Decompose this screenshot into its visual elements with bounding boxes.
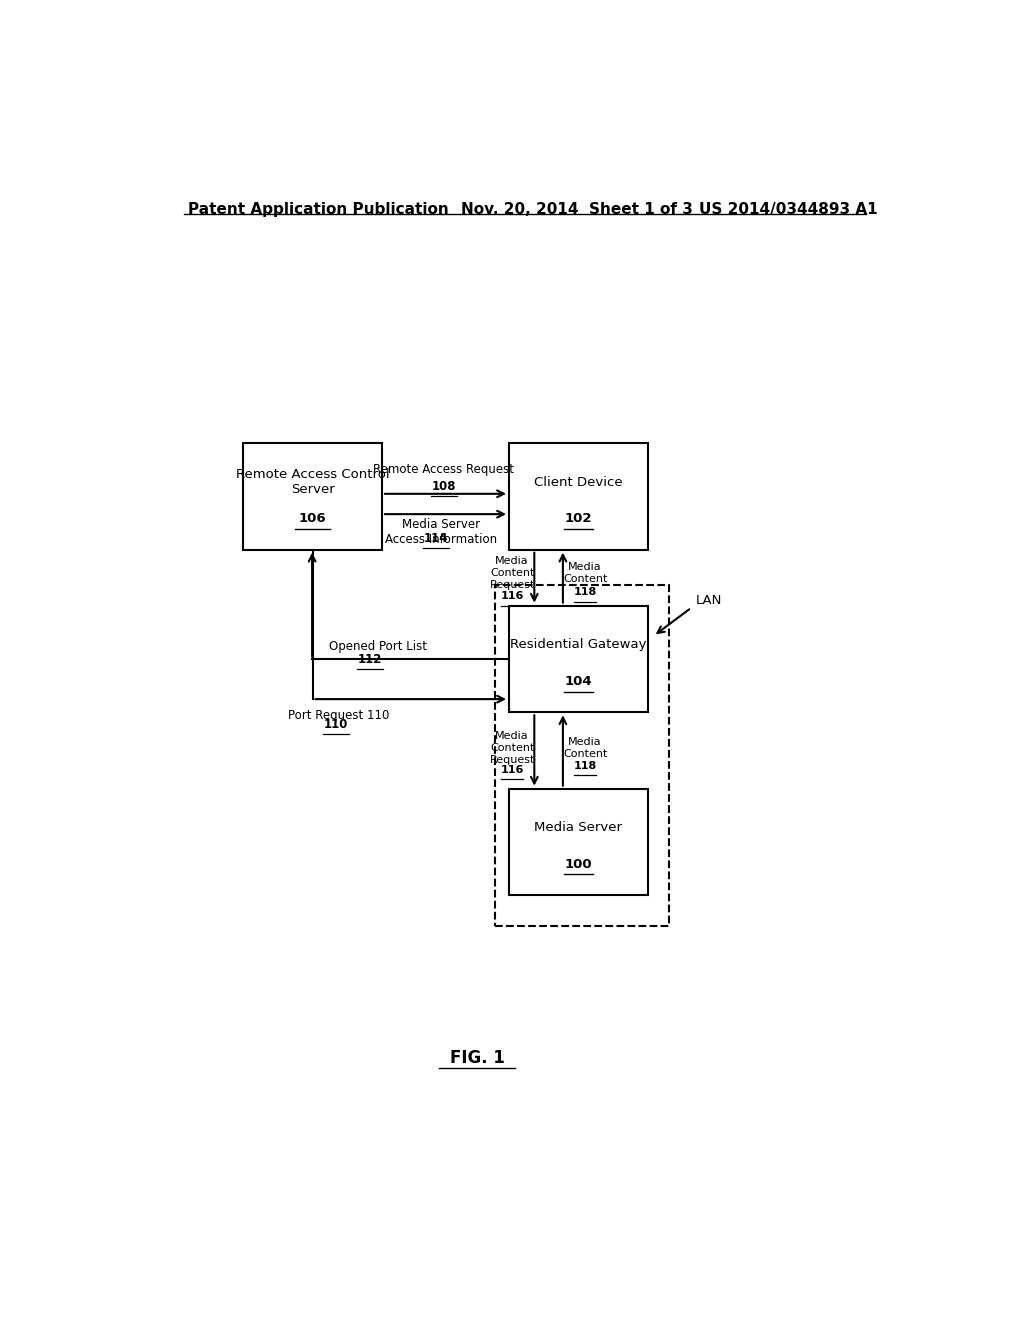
Text: Remote Access Request: Remote Access Request <box>374 462 514 475</box>
Text: 102: 102 <box>564 512 592 525</box>
Text: Nov. 20, 2014  Sheet 1 of 3: Nov. 20, 2014 Sheet 1 of 3 <box>461 202 693 216</box>
Text: FIG. 1: FIG. 1 <box>450 1049 505 1067</box>
Text: 114: 114 <box>424 532 449 545</box>
FancyBboxPatch shape <box>509 788 648 895</box>
Text: LAN: LAN <box>695 594 722 607</box>
Text: 106: 106 <box>299 512 327 525</box>
FancyBboxPatch shape <box>509 606 648 713</box>
Text: Patent Application Publication: Patent Application Publication <box>187 202 449 216</box>
Text: 116: 116 <box>501 766 524 775</box>
Text: Media
Content
Request: Media Content Request <box>489 557 535 590</box>
Text: Port Request 110: Port Request 110 <box>288 709 389 722</box>
Text: 118: 118 <box>573 762 597 771</box>
Text: Opened Port List: Opened Port List <box>329 640 427 653</box>
Text: 110: 110 <box>324 718 348 731</box>
Text: 116: 116 <box>501 591 524 602</box>
Text: 104: 104 <box>564 675 592 688</box>
Text: 112: 112 <box>357 653 382 667</box>
Text: Media
Content: Media Content <box>563 737 607 759</box>
Text: 118: 118 <box>573 587 597 598</box>
Text: US 2014/0344893 A1: US 2014/0344893 A1 <box>699 202 878 216</box>
Text: Media
Content: Media Content <box>563 562 607 583</box>
Text: Media Server: Media Server <box>535 821 623 834</box>
Text: Residential Gateway: Residential Gateway <box>510 639 646 651</box>
Text: 100: 100 <box>564 858 592 871</box>
Text: 108: 108 <box>431 480 456 494</box>
Text: Media
Content
Request: Media Content Request <box>489 731 535 764</box>
Text: Client Device: Client Device <box>535 475 623 488</box>
FancyBboxPatch shape <box>243 444 382 549</box>
FancyBboxPatch shape <box>509 444 648 549</box>
Text: Remote Access Control
Server: Remote Access Control Server <box>236 469 389 496</box>
Text: Media Server
Access Information: Media Server Access Information <box>385 519 498 546</box>
